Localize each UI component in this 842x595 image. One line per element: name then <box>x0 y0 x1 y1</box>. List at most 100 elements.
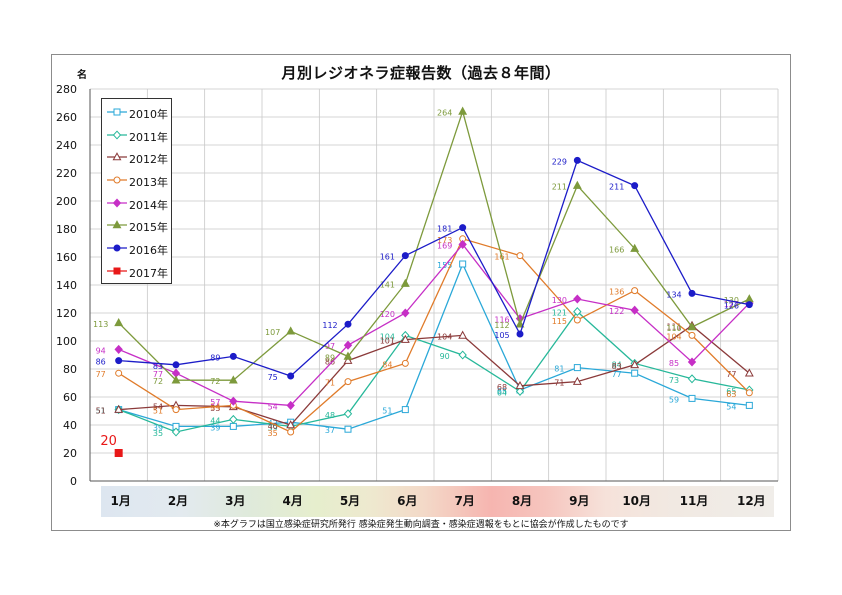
data-point <box>458 330 468 339</box>
data-point <box>516 330 524 338</box>
data-label: 75 <box>268 373 278 382</box>
series-line <box>118 243 750 407</box>
data-label: 122 <box>609 307 624 316</box>
data-label: 39 <box>210 423 220 432</box>
data-point <box>286 400 295 410</box>
grid-lines <box>89 88 779 481</box>
data-label: 107 <box>265 328 280 337</box>
y-tick-labels: 0 20 40 60 80 100 120 140 160 180 200 220 240 260 280 <box>56 83 77 488</box>
y-tick-label: 260 <box>56 111 77 124</box>
data-point <box>400 334 410 343</box>
y-tick-label: 220 <box>56 167 77 180</box>
data-point <box>631 182 639 190</box>
data-point <box>344 320 352 328</box>
data-label: 264 <box>437 108 452 117</box>
data-label: 90 <box>440 352 450 361</box>
data-label: 51 <box>96 407 106 416</box>
legend-item: 2015年 <box>102 214 171 237</box>
data-point <box>343 409 353 419</box>
data-point <box>459 224 467 232</box>
data-point <box>115 369 123 377</box>
data-label: 101 <box>380 337 395 346</box>
data-label: 181 <box>437 225 452 234</box>
data-point <box>343 340 353 350</box>
data-point <box>112 130 122 140</box>
data-label: 94 <box>96 346 106 355</box>
legend-swatch <box>107 220 127 229</box>
y-tick-label: 200 <box>56 195 77 208</box>
data-point <box>688 331 696 339</box>
data-label: 97 <box>325 342 335 351</box>
data-label: 71 <box>325 379 335 388</box>
data-label: 54 <box>153 402 163 411</box>
data-label: 54 <box>268 402 278 411</box>
data-label: 115 <box>552 317 567 326</box>
chart-title: 月別レジオネラ症報告数（過去８年間） <box>281 64 561 82</box>
data-point <box>114 404 124 413</box>
data-point <box>515 380 525 390</box>
data-label: 211 <box>609 183 624 192</box>
data-label: 161 <box>380 253 395 262</box>
x-tick-label: 7月 <box>454 494 474 508</box>
data-label: 89 <box>210 353 220 362</box>
data-label: 229 <box>552 157 567 166</box>
legend-item: 2011年 <box>102 124 171 147</box>
data-label: 84 <box>612 360 622 369</box>
legend-label: 2012年 <box>129 153 168 167</box>
data-label: 169 <box>437 241 452 250</box>
data-point <box>573 156 581 164</box>
data-point <box>171 427 181 437</box>
data-label: 51 <box>153 407 163 416</box>
series-2017年: 20 <box>100 434 123 457</box>
data-label: 113 <box>93 320 108 329</box>
y-tick-label: 20 <box>63 447 77 460</box>
data-label: 54 <box>726 402 736 411</box>
data-point <box>114 317 124 327</box>
data-point <box>286 420 296 429</box>
data-point <box>401 308 410 318</box>
data-label: 120 <box>380 310 395 319</box>
data-label: 77 <box>96 370 106 379</box>
data-label: 105 <box>494 331 509 340</box>
data-label: 51 <box>382 407 392 416</box>
data-label: 72 <box>210 377 220 386</box>
legend-label: 2011年 <box>129 130 168 144</box>
data-point <box>572 180 582 189</box>
y-tick-label: 280 <box>56 83 77 96</box>
data-label: 81 <box>554 365 564 374</box>
data-point <box>400 278 410 287</box>
data-label: 65 <box>726 387 736 396</box>
legend-label: 2015年 <box>129 221 168 235</box>
y-tick-label: 180 <box>56 223 77 236</box>
data-label: 127 <box>724 300 739 309</box>
data-label: 59 <box>669 395 679 404</box>
data-label: 116 <box>494 316 509 325</box>
legend-label: 2014年 <box>129 198 168 212</box>
data-label: 84 <box>382 360 392 369</box>
source-note: ※本グラフは国立感染症研究所発行 感染症発生動向調査・感染症週報をもとに協会が作… <box>213 520 629 530</box>
data-point <box>229 414 238 424</box>
legend: 2010年 2011年 2012年 2013年 2014年 2015年 2016年 2017年 <box>101 98 172 284</box>
legend-label: 2017年 <box>129 266 168 280</box>
data-label: 134 <box>666 290 681 299</box>
data-point <box>114 344 123 354</box>
legend-swatch <box>107 176 127 184</box>
series-line <box>118 109 750 381</box>
data-label: 211 <box>552 183 567 192</box>
data-label: 86 <box>96 358 106 367</box>
data-point <box>343 355 353 364</box>
series-line <box>118 238 750 433</box>
legend-swatch <box>107 130 127 140</box>
data-point <box>458 350 467 360</box>
data-point <box>458 239 467 249</box>
data-point <box>572 376 582 385</box>
data-point <box>744 368 754 377</box>
data-point <box>401 406 409 414</box>
data-label: 39 <box>153 423 163 432</box>
y-tick-label: 160 <box>56 251 77 264</box>
data-label: 173 <box>437 236 452 245</box>
data-point <box>630 359 640 369</box>
